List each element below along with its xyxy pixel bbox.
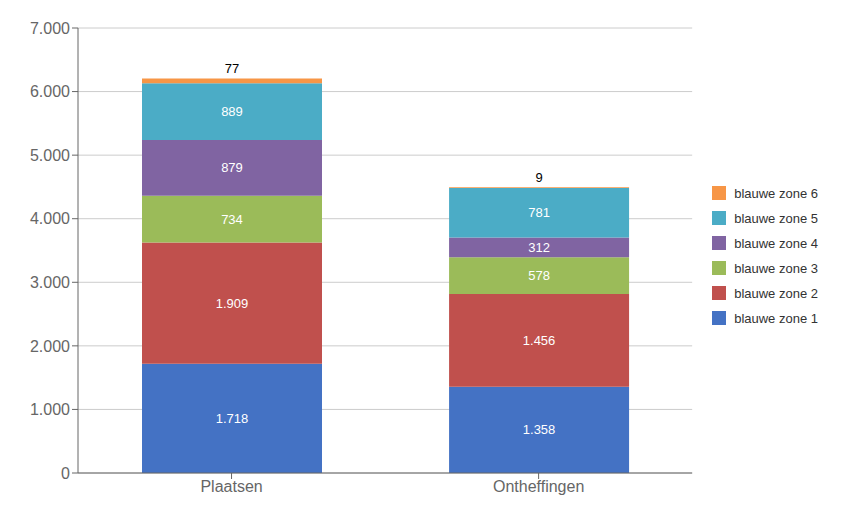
svg-text:889: 889 <box>221 104 243 119</box>
svg-text:1.000: 1.000 <box>30 401 70 418</box>
html-text:blauwe zone 5: blauwe zone 5 <box>734 210 818 226</box>
svg-text:77: 77 <box>225 61 239 76</box>
svg-text:578: 578 <box>528 268 550 283</box>
svg-text:1.718: 1.718 <box>216 411 249 426</box>
svg-text:4.000: 4.000 <box>30 210 70 227</box>
svg-text:1.909: 1.909 <box>216 296 249 311</box>
svg-text:0: 0 <box>61 465 70 482</box>
svg-text:312: 312 <box>528 240 550 255</box>
svg-text:734: 734 <box>221 212 243 227</box>
html-text:blauwe zone 6: blauwe zone 6 <box>734 185 818 201</box>
html-text:blauwe zone 1: blauwe zone 1 <box>734 310 818 326</box>
html-text:blauwe zone 2: blauwe zone 2 <box>734 285 818 301</box>
svg-text:3.000: 3.000 <box>30 274 70 291</box>
svg-text:1.358: 1.358 <box>523 422 556 437</box>
svg-text:Plaatsen: Plaatsen <box>200 478 262 495</box>
svg-text:6.000: 6.000 <box>30 83 70 100</box>
svg-text:5.000: 5.000 <box>30 147 70 164</box>
html-text:blauwe zone 3: blauwe zone 3 <box>734 260 818 276</box>
svg-text:781: 781 <box>528 205 550 220</box>
svg-text:7.000: 7.000 <box>30 20 70 37</box>
svg-text:9: 9 <box>535 170 542 185</box>
html-text:blauwe zone 4: blauwe zone 4 <box>734 235 818 251</box>
svg-text:1.456: 1.456 <box>523 333 556 348</box>
svg-text:879: 879 <box>221 160 243 175</box>
svg-text:2.000: 2.000 <box>30 338 70 355</box>
svg-text:Ontheffingen: Ontheffingen <box>493 478 584 495</box>
